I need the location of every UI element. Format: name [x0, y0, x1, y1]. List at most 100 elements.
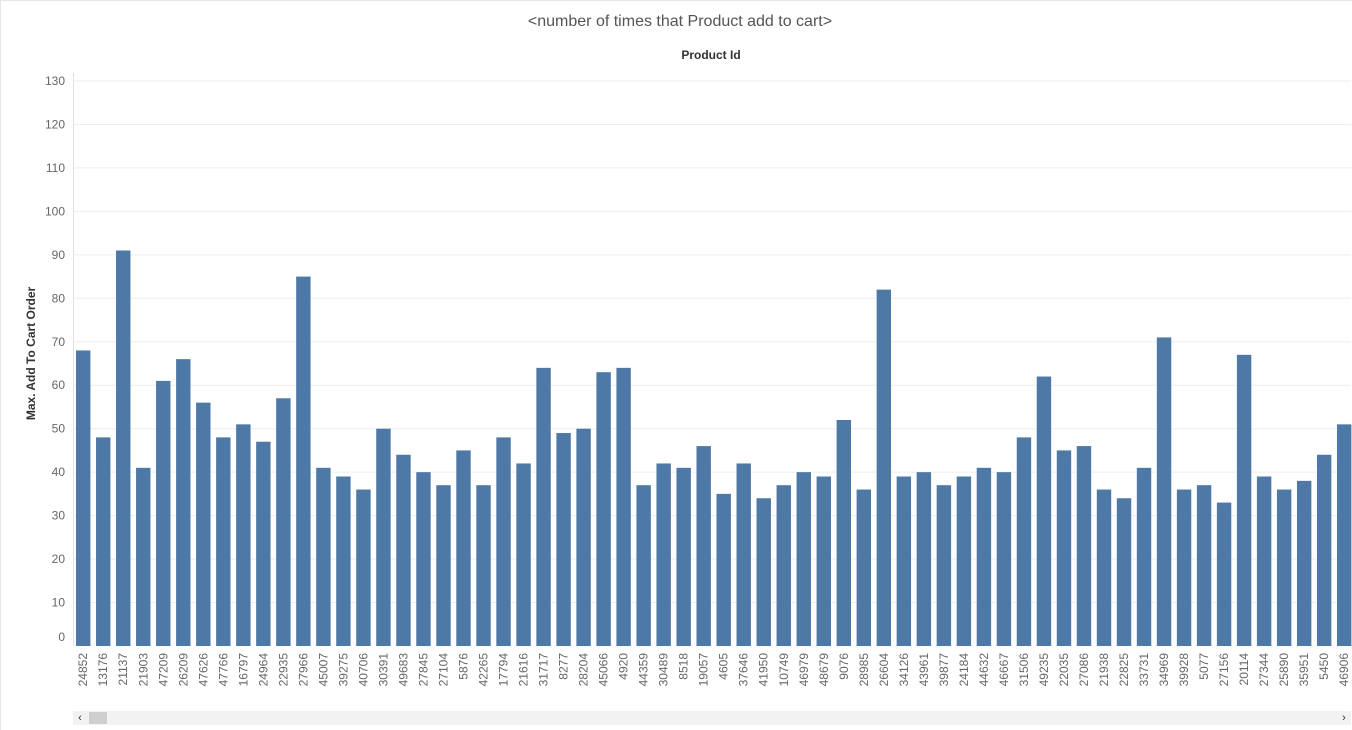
bar-31506[interactable] [1016, 437, 1032, 646]
bar-13176[interactable] [96, 437, 111, 646]
scroll-left-arrow-icon[interactable]: ‹ [78, 712, 82, 724]
x-tick-label: 16797 [236, 653, 250, 687]
bar-19057[interactable] [696, 446, 711, 646]
bar-25890[interactable] [1276, 489, 1292, 646]
bar-27156[interactable] [1216, 502, 1232, 646]
x-tick-label: 22825 [1117, 653, 1131, 687]
bar-30391[interactable] [376, 428, 391, 646]
bar-21903[interactable] [136, 467, 151, 646]
bar-8518[interactable] [676, 467, 691, 646]
horizontal-scrollbar[interactable]: ‹ › [73, 711, 1351, 725]
bar-17794[interactable] [496, 437, 511, 646]
x-tick-label: 41950 [757, 653, 771, 687]
x-tick-label: 27104 [436, 653, 450, 687]
bar-22825[interactable] [1116, 498, 1132, 646]
y-axis-label: Max. Add To Cart Order [24, 287, 38, 421]
bar-47766[interactable] [216, 437, 231, 646]
x-tick-label: 24184 [957, 653, 971, 687]
x-tick-label: 46979 [797, 653, 811, 687]
x-tick-label: 39877 [937, 653, 951, 687]
x-tick-label: 49235 [1037, 653, 1051, 687]
bar-37646[interactable] [736, 463, 751, 646]
bar-30489[interactable] [656, 463, 671, 646]
bar-49235[interactable] [1036, 376, 1052, 646]
x-tick-label: 46906 [1337, 653, 1351, 687]
x-tick-label: 43961 [917, 653, 931, 687]
x-tick-label: 24852 [76, 653, 90, 687]
bar-22035[interactable] [1056, 450, 1072, 646]
x-tick-label: 4920 [617, 653, 631, 680]
x-tick-label: 21137 [116, 653, 130, 686]
bar-39877[interactable] [936, 485, 952, 646]
bar-48679[interactable] [816, 476, 831, 647]
bar-41950[interactable] [756, 498, 771, 646]
bar-46979[interactable] [796, 472, 811, 646]
bar-39275[interactable] [336, 476, 351, 647]
bar-5450[interactable] [1316, 454, 1332, 646]
scroll-right-arrow-icon[interactable]: › [1342, 712, 1346, 724]
bar-5876[interactable] [456, 450, 471, 646]
bar-34126[interactable] [896, 476, 912, 647]
y-tick-label: 120 [45, 117, 65, 131]
bar-31717[interactable] [536, 367, 551, 646]
y-tick-label: 70 [52, 335, 66, 349]
x-tick-label: 5450 [1317, 653, 1331, 680]
bar-28204[interactable] [576, 428, 591, 646]
bar-27966[interactable] [296, 276, 311, 646]
bar-5077[interactable] [1196, 485, 1212, 646]
bar-22935[interactable] [276, 398, 291, 646]
x-tick-label: 44359 [637, 653, 651, 687]
bar-24852[interactable] [76, 350, 91, 646]
bar-27344[interactable] [1256, 476, 1272, 647]
bar-46667[interactable] [996, 472, 1012, 646]
x-tick-label: 21903 [136, 653, 150, 687]
bar-10749[interactable] [776, 485, 791, 646]
bar-45007[interactable] [316, 467, 331, 646]
bar-24184[interactable] [956, 476, 972, 647]
x-tick-label: 34969 [1157, 653, 1171, 687]
bar-40706[interactable] [356, 489, 371, 646]
bar-21616[interactable] [516, 463, 531, 646]
bar-27104[interactable] [436, 485, 451, 646]
bar-44632[interactable] [976, 467, 992, 646]
bar-33731[interactable] [1136, 467, 1152, 646]
bar-28985[interactable] [856, 489, 872, 646]
bar-27845[interactable] [416, 472, 431, 646]
x-tick-label: 21616 [517, 653, 531, 687]
x-tick-label: 30391 [376, 653, 390, 687]
bar-26209[interactable] [176, 359, 191, 646]
scrollbar-thumb[interactable] [89, 712, 107, 724]
bar-47209[interactable] [156, 380, 171, 646]
bar-44359[interactable] [636, 485, 651, 646]
y-tick-label: 130 [45, 74, 65, 88]
bar-45066[interactable] [596, 372, 611, 646]
bar-46906[interactable] [1336, 424, 1352, 646]
bar-39928[interactable] [1176, 489, 1192, 646]
bar-8277[interactable] [556, 433, 571, 646]
bar-26604[interactable] [876, 289, 892, 646]
bar-43961[interactable] [916, 472, 932, 646]
bar-27086[interactable] [1076, 446, 1092, 646]
bar-21137[interactable] [116, 250, 131, 647]
bar-21938[interactable] [1096, 489, 1112, 646]
y-tick-label: 80 [52, 291, 66, 305]
bar-16797[interactable] [236, 424, 251, 646]
bar-4605[interactable] [716, 493, 731, 646]
bar-49683[interactable] [396, 454, 411, 646]
bar-24964[interactable] [256, 441, 271, 646]
x-tick-label: 44632 [977, 653, 991, 687]
x-tick-label: 46667 [997, 653, 1011, 687]
bar-34969[interactable] [1156, 337, 1172, 646]
bar-20114[interactable] [1236, 354, 1252, 646]
x-tick-label: 27344 [1257, 653, 1271, 687]
bar-35951[interactable] [1296, 480, 1312, 646]
x-tick-label: 13176 [96, 653, 110, 687]
bar-4920[interactable] [616, 367, 631, 646]
x-tick-label: 28985 [857, 653, 871, 687]
x-tick-label: 22035 [1057, 653, 1071, 687]
bar-42265[interactable] [476, 485, 491, 646]
x-tick-label: 27086 [1077, 653, 1091, 687]
bar-9076[interactable] [836, 420, 852, 646]
bar-47626[interactable] [196, 402, 211, 646]
